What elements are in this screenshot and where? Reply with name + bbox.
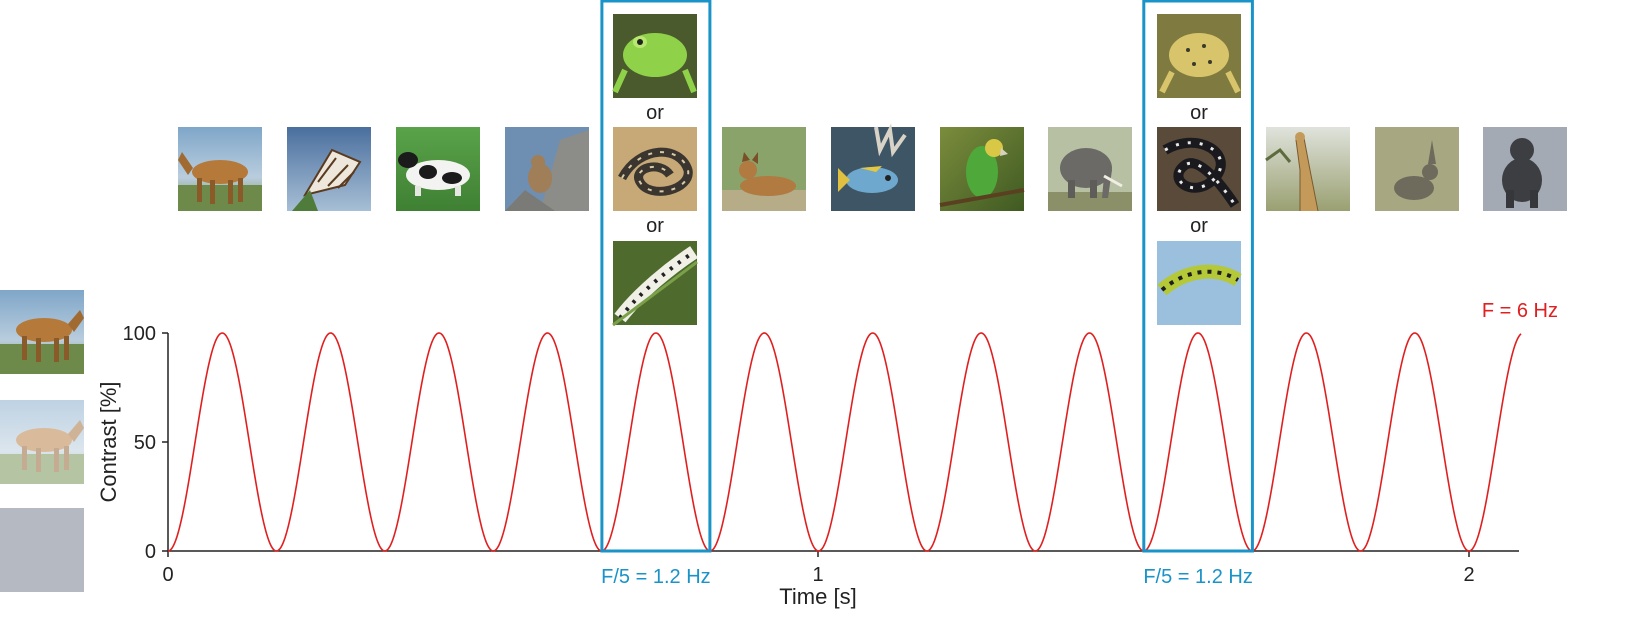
y-tick-label-0: 0	[145, 541, 156, 563]
contrast-0-image	[0, 508, 84, 592]
oddball-frequency-label-2: F/5 = 1.2 Hz	[1143, 566, 1253, 588]
stimulus-dog-image	[722, 127, 806, 211]
x-tick-label-1: 1	[812, 564, 823, 586]
contrast-100-image	[0, 290, 84, 374]
x-tick-label-2: 2	[1463, 564, 1474, 586]
or-label-2b: or	[1190, 215, 1208, 237]
oddball-window-1	[600, 0, 712, 553]
oddball-snake-image-1	[613, 127, 697, 211]
oddball-frequency-label-1: F/5 = 1.2 Hz	[601, 566, 711, 588]
stimulus-elephant-image	[1048, 127, 1132, 211]
or-label-1b: or	[646, 215, 664, 237]
oddball-snake-image-2	[1157, 127, 1241, 211]
y-tick-label-50: 50	[134, 432, 156, 454]
frequency-label: F = 6 Hz	[1482, 300, 1558, 322]
stimulus-fish-image	[831, 123, 915, 211]
oddball-caterpillar-image-1	[612, 241, 698, 327]
oddball-caterpillar-image-2	[1157, 241, 1242, 325]
or-label-2a: or	[1190, 102, 1208, 124]
stimulus-chimpanzee-image	[1483, 127, 1567, 211]
y-axis-label: Contrast [%]	[96, 381, 121, 502]
stimulus-butterfly-image	[287, 127, 371, 211]
stimulus-parrot-image	[939, 127, 1025, 211]
or-label-1a: or	[646, 102, 664, 124]
stimulus-horse-image	[178, 127, 262, 211]
x-tick-label-0: 0	[162, 564, 173, 586]
oddball-frog-image-2	[1157, 14, 1241, 98]
stimulus-squirrel-image	[505, 127, 589, 211]
contrast-waveform-line	[167, 332, 1522, 552]
oddball-frog-image-1	[612, 14, 697, 98]
oddball-window-2	[1142, 0, 1254, 553]
y-tick-label-100: 100	[123, 323, 156, 345]
stimulus-cow-image	[396, 127, 480, 211]
stimulus-giraffe-image	[1265, 127, 1350, 212]
stimulus-rabbit-image	[1375, 127, 1459, 211]
x-axis-label: Time [s]	[779, 584, 856, 609]
contrast-50-image	[0, 400, 84, 484]
